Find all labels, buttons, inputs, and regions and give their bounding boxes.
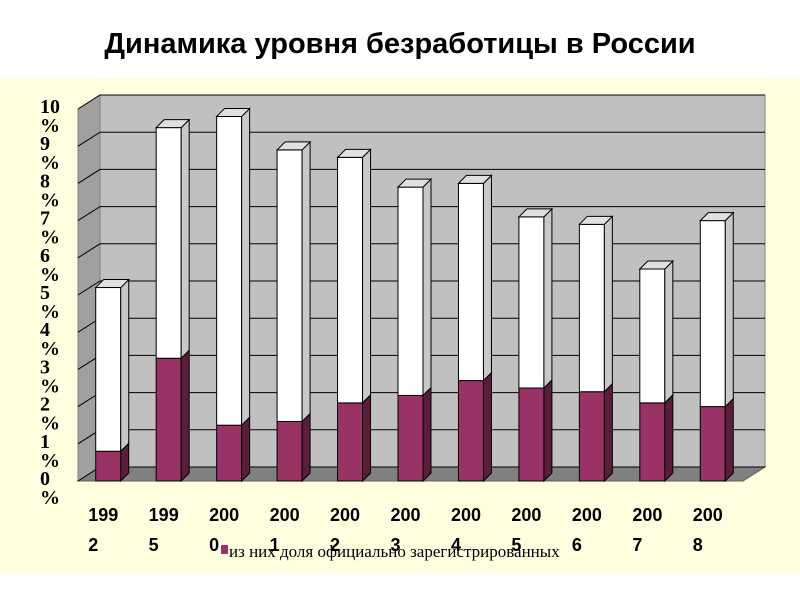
bar-segment-front [337,402,364,482]
x-tick-label: 200 0 [209,505,239,555]
bar-segment-side [724,397,734,483]
y-tick-label: 2% [40,394,60,435]
bar-top [215,107,251,117]
gridline [77,206,765,222]
bar-segment-side [301,412,311,483]
bar-segment-side [120,278,130,453]
y-tick-label: 7% [40,208,60,249]
bar-segment-front [155,357,182,482]
bar-top [699,212,735,222]
y-tick-label: 10% [40,96,60,137]
bar-top [638,260,675,270]
bar-top [457,174,493,184]
x-tick-label: 200 3 [391,505,421,555]
x-tick-label: 200 2 [330,505,360,555]
x-tick-label: 199 2 [88,505,118,555]
bar-segment-side [482,174,492,382]
bar-segment-front [699,220,726,408]
bar-chart: 0 %1 %2 %3 %4 %5 %6 %7 %8 %9 %10% 199 2 199 5 200 0 200 1… [40,94,767,561]
y-tick-label: 6% [40,245,60,286]
bar-segment-side [362,148,372,405]
bar-segment-side [180,118,190,360]
bar-segment-side [180,349,190,483]
bar-top [154,119,191,129]
bar-segment-side [482,371,492,483]
bar-segment-front [518,216,545,389]
bar-segment-side [362,393,372,483]
bar-segment-front [457,182,484,382]
bar-top [517,208,554,218]
bar-segment-front [639,268,666,404]
bar-top [578,215,614,225]
legend-label: из них доля официально зарегистрированны… [229,542,560,561]
bar-segment-side [422,386,432,483]
bar-segment-front [578,391,605,482]
bar-segment-side [543,207,553,390]
chart-title: Динамика уровня безработицы в России [104,28,696,60]
x-tick-label: 199 5 [149,505,179,555]
gridline [77,168,765,184]
bar-segment-side [422,177,432,397]
bar-segment-front [457,380,484,482]
bar-segment-side [664,393,674,483]
bar-segment-side [241,107,251,427]
bar-segment-front [95,287,122,452]
y-tick-label: 1% [40,431,60,472]
bar-top [94,279,130,289]
bar-segment-front [216,424,243,482]
bar-segment-front [397,186,424,396]
bar-segment-front [337,156,364,404]
bar-segment-front [216,115,243,426]
bar-segment-side [603,382,613,483]
chart-area: 0% 1% 2% 3% 4% 5% 6% 7% 8% 9% 10% 199 2 199 5 200 0 200 1… [0,78,800,573]
y-tick-label: 4% [40,319,60,360]
bar-segment-front [699,406,726,482]
legend-swatch [221,545,228,554]
bar-top [275,141,312,151]
y-tick-label: 0% [40,468,60,509]
bar-segment-side [543,378,553,483]
bar-segment-front [578,223,605,393]
y-tick-label: 8% [40,170,60,211]
bar-segment-front [397,394,424,482]
x-tick-label: 200 1 [270,505,300,555]
bar-segment-front [639,402,666,482]
x-tick-label: 200 6 [572,505,602,555]
y-tick-label: 5% [40,282,60,323]
gridline [77,131,765,147]
x-tick-label: 200 7 [632,505,662,555]
bar-segment-front [518,387,545,482]
bar-segment-front [95,450,122,482]
bar-segment-front [276,420,303,482]
bar-segment-side [301,140,311,423]
bar-top [336,148,372,158]
bar-segment-front [276,149,303,422]
gridline [77,94,765,110]
x-tick-label: 200 8 [693,505,723,555]
bar-segment-side [664,259,674,405]
y-tick-label: 9% [40,133,60,174]
bar-segment-front [155,127,182,359]
bar-segment-side [724,211,734,408]
bar-segment-side [241,415,251,483]
y-tick-label: 3% [40,356,60,397]
bar-segment-side [603,215,613,393]
x-tick-label: 200 5 [511,505,541,555]
x-tick-label: 200 4 [451,505,481,555]
bar-top [396,178,433,188]
